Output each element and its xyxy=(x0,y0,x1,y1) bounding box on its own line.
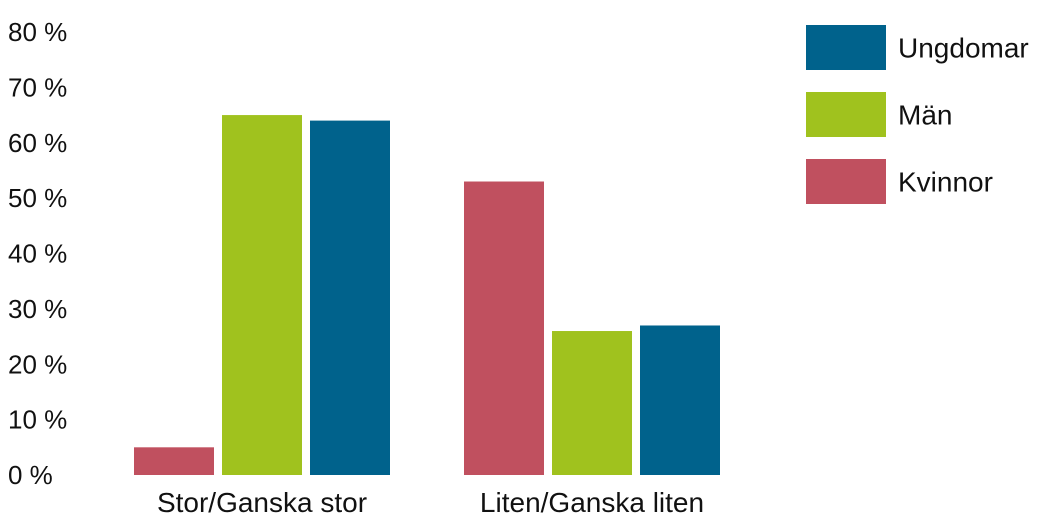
category-labels: Stor/Ganska stor Liten/Ganska liten xyxy=(157,487,704,516)
legend-label: Kvinnor xyxy=(898,167,993,198)
y-tick-label: 40 % xyxy=(8,239,67,269)
bar-m-n-1 xyxy=(222,115,302,475)
y-tick-label: 80 % xyxy=(8,17,67,47)
category-label: Liten/Ganska liten xyxy=(480,487,704,516)
y-tick-label: 10 % xyxy=(8,405,67,435)
bar-ungdomar-2 xyxy=(640,325,720,475)
bar-ungdomar-1 xyxy=(310,120,390,475)
legend-label: Ungdomar xyxy=(898,33,1029,64)
y-tick-label: 60 % xyxy=(8,128,67,158)
y-tick-label: 30 % xyxy=(8,294,67,324)
legend-label: Män xyxy=(898,100,952,131)
legend-swatch xyxy=(806,25,886,70)
y-tick-label: 20 % xyxy=(8,349,67,379)
bar-m-n-2 xyxy=(552,331,632,475)
legend: Ungdomar Män Kvinnor xyxy=(806,25,1029,204)
category-label: Stor/Ganska stor xyxy=(157,487,367,516)
y-axis-ticks: 0 % 10 % 20 % 30 % 40 % 50 % 60 % 70 % 80 % xyxy=(8,17,67,490)
legend-swatch xyxy=(806,92,886,137)
y-tick-label: 70 % xyxy=(8,72,67,102)
bar-kvinnor-2 xyxy=(464,181,544,475)
y-tick-label: 50 % xyxy=(8,183,67,213)
y-tick-label: 0 % xyxy=(8,460,53,490)
bars xyxy=(134,115,720,475)
legend-swatch xyxy=(806,159,886,204)
bar-kvinnor-1 xyxy=(134,447,214,475)
